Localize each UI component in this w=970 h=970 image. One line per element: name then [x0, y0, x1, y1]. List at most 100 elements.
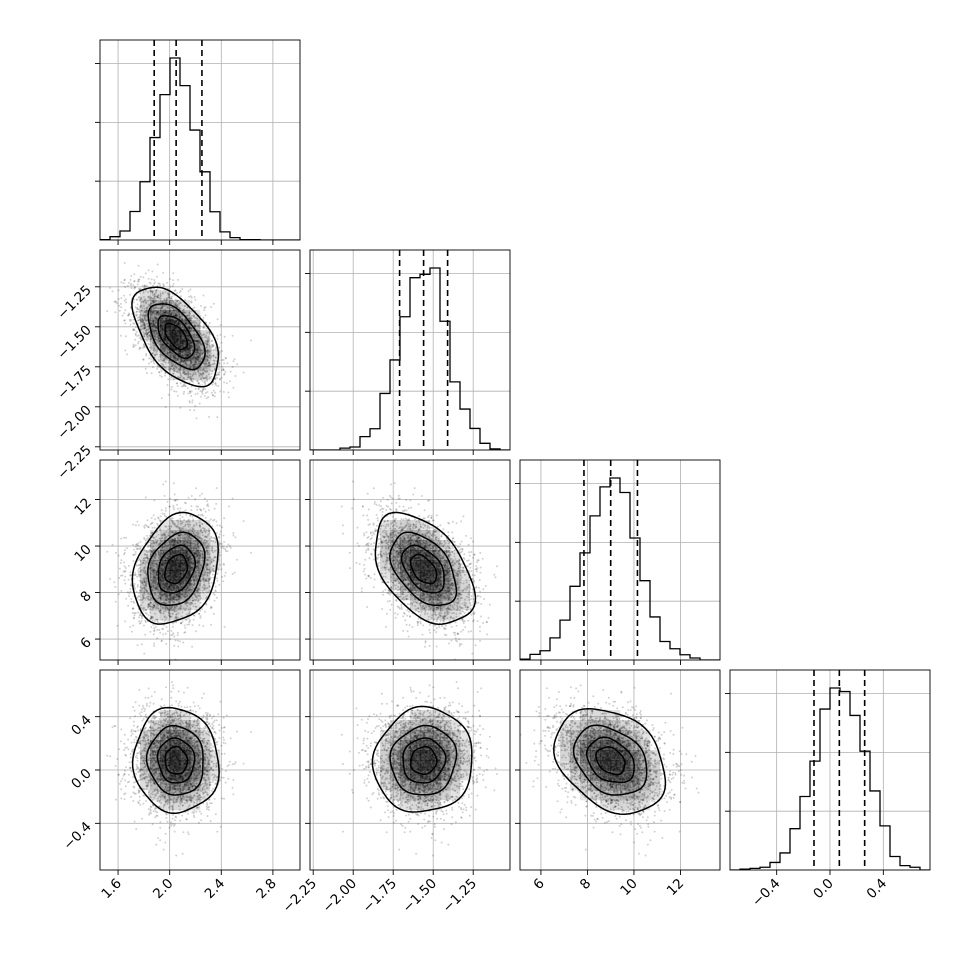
sample-point: [151, 311, 154, 314]
sample-point: [138, 622, 141, 625]
sample-point: [195, 345, 198, 348]
sample-point: [155, 351, 158, 354]
sample-point: [143, 549, 146, 552]
sample-point: [191, 365, 194, 368]
sample-point: [178, 527, 181, 530]
sample-point: [155, 572, 158, 575]
sample-point: [178, 368, 181, 371]
sample-point: [196, 560, 199, 563]
sample-point: [151, 542, 154, 545]
sample-point: [194, 371, 197, 374]
sample-point: [186, 359, 189, 362]
sample-point: [168, 505, 171, 508]
sample-point: [194, 316, 197, 319]
sample-point: [142, 301, 145, 304]
sample-point: [201, 334, 204, 337]
sample-point: [201, 585, 204, 588]
sample-point: [175, 599, 178, 602]
sample-point: [174, 312, 177, 315]
sample-point: [204, 541, 207, 544]
density-cell: [140, 320, 151, 331]
sample-point: [211, 363, 214, 366]
sample-point: [203, 336, 206, 339]
sample-point: [138, 299, 141, 302]
sample-point: [167, 348, 170, 351]
sample-point: [218, 346, 221, 349]
sample-point: [193, 409, 196, 412]
sample-point: [177, 534, 180, 537]
sample-point: [138, 557, 141, 560]
sample-point: [146, 332, 149, 335]
sample-point: [171, 521, 174, 524]
sample-point: [161, 343, 163, 346]
sample-point: [114, 300, 117, 303]
sample-point: [192, 562, 195, 565]
sample-point: [151, 352, 154, 355]
sample-point: [124, 582, 127, 585]
sample-point: [207, 351, 209, 354]
sample-point: [182, 318, 184, 320]
sample-point: [183, 547, 186, 549]
sample-point: [179, 316, 182, 318]
sample-point: [163, 346, 166, 349]
sample-point: [169, 609, 171, 612]
sample-point: [201, 573, 204, 576]
sample-point: [146, 333, 149, 336]
sample-point: [154, 338, 157, 341]
sample-point: [194, 552, 197, 555]
sample-point: [199, 321, 202, 324]
sample-point: [190, 345, 193, 348]
sample-point: [138, 564, 141, 567]
sample-point: [142, 300, 145, 303]
sample-point: [161, 342, 163, 345]
sample-point: [178, 317, 181, 319]
sample-point: [133, 273, 136, 276]
sample-point: [198, 355, 201, 358]
sample-point: [198, 318, 201, 321]
sample-point: [139, 347, 142, 350]
sample-point: [207, 373, 210, 376]
sample-point: [194, 572, 197, 575]
sample-point: [220, 545, 223, 548]
sample-point: [142, 596, 145, 599]
sample-point: [190, 379, 193, 382]
sample-point: [177, 310, 180, 313]
sample-point: [215, 502, 218, 505]
sample-point: [193, 333, 196, 336]
sample-point: [141, 306, 144, 309]
sample-point: [153, 562, 156, 565]
sample-point: [156, 295, 158, 298]
sample-point: [159, 308, 162, 310]
sample-point: [158, 519, 161, 522]
density-cell: [200, 360, 211, 371]
sample-point: [168, 351, 171, 354]
sample-point: [216, 376, 219, 379]
sample-point: [175, 300, 178, 303]
sample-point: [206, 500, 209, 503]
sample-point: [192, 525, 195, 528]
sample-point: [149, 335, 152, 338]
sample-point: [208, 553, 211, 556]
sample-point: [177, 592, 180, 595]
sample-point: [187, 535, 190, 537]
sample-point: [154, 333, 157, 336]
sample-point: [143, 557, 146, 560]
sample-point: [191, 563, 194, 566]
sample-point: [173, 367, 176, 370]
sample-point: [150, 325, 153, 328]
sample-point: [207, 546, 210, 549]
sample-point: [206, 355, 208, 358]
sample-point: [137, 563, 140, 566]
sample-point: [155, 340, 158, 343]
sample-point: [221, 359, 224, 362]
sample-point: [181, 534, 184, 537]
sample-point: [169, 607, 172, 610]
panel-frame: [99, 249, 301, 451]
sample-point: [136, 280, 139, 283]
sample-point: [159, 355, 162, 358]
sample-point: [205, 591, 208, 594]
sample-point: [168, 608, 171, 611]
sample-point: [185, 320, 188, 323]
sample-point: [196, 544, 199, 546]
sample-point: [172, 318, 175, 321]
